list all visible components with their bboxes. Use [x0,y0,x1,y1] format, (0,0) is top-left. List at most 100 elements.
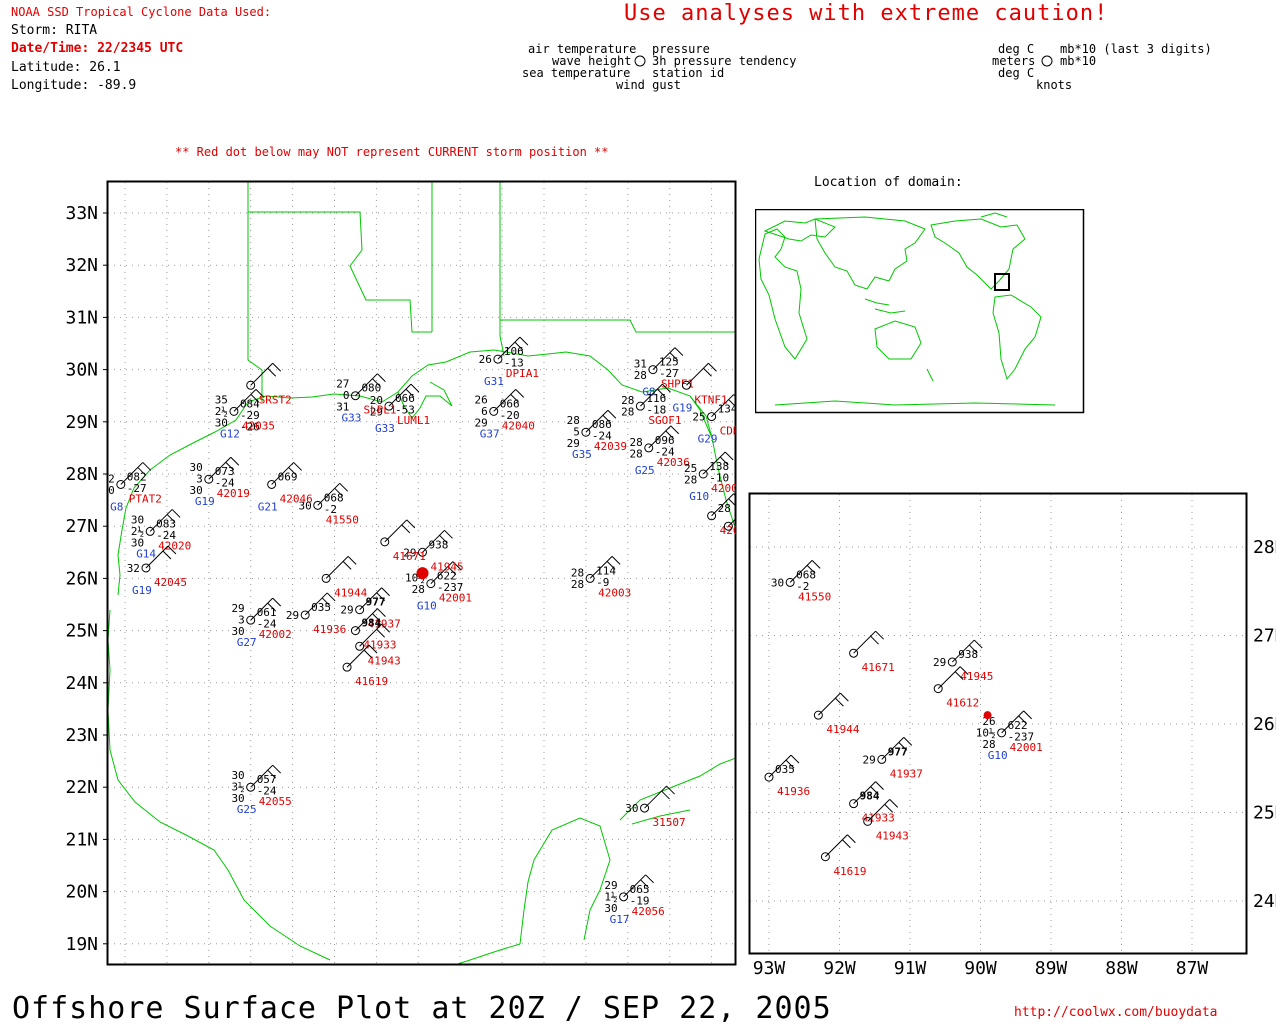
inset-station-41944: 41944 [813,692,860,736]
wind-barb-icon [789,560,821,583]
inset-lat-tick-25N: 25N [1253,803,1276,824]
station-circle-icon [355,605,365,615]
station-left-value: 25 [684,462,697,475]
station-right-value: -24 [156,529,176,542]
station-circle-icon [350,391,360,401]
station-left-value: 2½ [131,525,144,538]
main-station-41936: 29 035 41936 [286,592,346,636]
station-gust-label: G19 [132,584,152,597]
station-right-value: 035 [311,601,331,614]
station-circle-icon [267,479,277,489]
wind-barb-icon [304,592,336,616]
station-left-value: 30 [215,416,228,429]
wind-barb-icon [271,462,303,485]
station-circle-icon [644,443,654,453]
inset-lon-tick-88W: 88W [1105,958,1138,979]
station-right-value: -24 [257,785,277,798]
station-id-label: 42055 [259,795,292,808]
main-lat-tick-30N: 30N [65,360,98,381]
station-id-label: 42039 [594,440,627,453]
legend-pressure: pressure [652,42,710,56]
station-circle-icon [619,892,629,902]
station-gust-label: G21 [258,500,278,513]
main-station-VENF1: VENF1 [723,517,736,531]
station-id-label: 42001 [439,592,472,605]
station-left-value: 26 [474,393,487,406]
storm-name: Storm: RITA [11,23,98,38]
station-id-label: 41943 [876,829,909,842]
wind-barb-icon [145,545,177,569]
world-locator-map [755,209,1085,414]
station-gust-label: G8 [642,386,655,399]
station-left-value: 30 [231,625,244,638]
station-left-value: 26 [479,353,492,366]
station-left-value: 31 [634,358,647,371]
wind-barb-icon [711,493,736,517]
station-circle-icon [355,641,365,651]
main-lat-tick-23N: 23N [65,725,98,746]
station-id-label: 42003 [598,586,631,599]
station-right-value: -19 [630,894,650,907]
station-id-label: 42035 [242,419,275,432]
station-right-value: -10 [709,472,729,485]
station-gust-label: G10 [417,600,437,613]
station-left-value: 30 [131,536,144,549]
legend-sea-temperature: sea temperature [522,66,631,80]
main-lat-tick-26N: 26N [65,568,98,589]
station-id-label: 41550 [326,513,359,526]
station-right-value: 035 [775,763,795,776]
inset-lat-tick-28N: 28N [1253,537,1276,558]
main-lat-tick-27N: 27N [65,516,98,537]
legend-pressure-tendency: 3h pressure tendency [652,54,797,68]
wind-barb-icon [233,389,265,412]
station-left-value: 3 [238,614,245,627]
station-id-label: 41619 [355,675,388,688]
station-circle-icon [698,469,708,479]
wind-barb-icon [1001,710,1033,734]
station-id-label: LUML1 [397,414,430,427]
main-lat-tick-19N: 19N [65,934,98,955]
wind-barb-icon [149,509,181,532]
main-lat-tick-21N: 21N [65,829,98,850]
station-right-value: -24 [215,477,235,490]
station-id-label: 42036 [657,456,690,469]
source-url-link[interactable]: http://coolwx.com/buoydata [1014,1005,1218,1020]
legend-wind-gust: wind gust [616,78,682,92]
station-left-value: 32 [127,562,140,575]
main-station-SRST2: SRST2 [246,362,292,406]
main-lat-tick-32N: 32N [65,255,98,276]
station-left-value: 28 [630,436,643,449]
station-gust-label: G14 [136,547,156,560]
station-left-value: 27 [336,378,349,391]
station-circle-icon [640,803,650,813]
station-id-label: 42046 [280,492,313,505]
station-circle-icon [863,816,873,826]
station-circle-icon [426,579,436,589]
station-id-label: 41937 [368,618,401,631]
main-lat-tick-29N: 29N [65,412,98,433]
wind-barb-icon [359,623,390,647]
wind-barb-icon [120,462,152,485]
wind-barb-icon [317,482,349,506]
main-lat-tick-20N: 20N [65,882,98,903]
main-station-31507: 30 31507 [625,785,686,829]
station-id-label: 41550 [798,590,831,603]
station-gust-label: G31 [484,375,504,388]
station-gust-label: G19 [195,495,215,508]
caution-banner: Use analyses with extreme caution! [624,1,1109,26]
wind-barb-icon [825,834,856,858]
station-id-label: CDRF1 [720,425,750,438]
wind-barb-icon [585,409,617,433]
station-right-value: -9 [596,576,609,589]
wind-barb-icon [250,764,282,788]
inset-station-41619: 41619 [820,834,867,878]
